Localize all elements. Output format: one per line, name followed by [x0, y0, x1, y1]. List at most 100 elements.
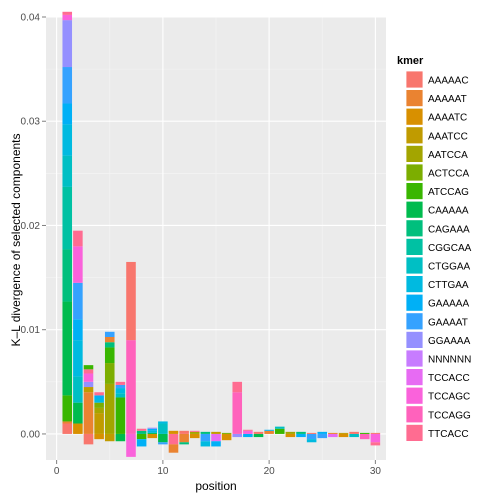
- bar-segment-aaaaac-pos-24: [306, 432, 317, 434]
- legend-key-gaaaaa: [405, 293, 424, 312]
- bar-segment-aatcca-pos-5: [104, 383, 115, 434]
- legend-key-aaatcc: [405, 126, 424, 145]
- bar-segment-ttcacc-pos-18: [243, 429, 253, 431]
- bar-segment-tccagc-pos-3: [83, 373, 94, 382]
- bar-segment-gaaaaa-pos-9: [147, 428, 158, 431]
- bar-segment-gaaaat-pos-24: [306, 433, 317, 440]
- legend-label-cttgaa: CTTGAA: [428, 280, 469, 291]
- bar-segment-aatcca-pos-13: [189, 431, 200, 434]
- bar-segment-atccag-pos-5: [104, 347, 115, 364]
- bar-segment-ttcacc-pos-6: [115, 381, 126, 385]
- legend-label-cagaaa: CAGAAA: [428, 224, 470, 235]
- bar-segment-gaaaat-pos-25: [317, 433, 328, 439]
- bar-segment-ttcacc-pos-2: [73, 230, 83, 247]
- bar-segment-gaaaat-pos-14: [200, 433, 211, 442]
- legend-title: kmer: [397, 55, 424, 67]
- bar-segment-aaaatc-pos-16: [221, 433, 232, 441]
- bar-segment-aaatcc-pos-3: [83, 387, 94, 393]
- bar-segment-actcca-pos-5: [104, 363, 115, 384]
- y-axis-ticks: 0.00 0.01 0.02 0.03 0.04: [21, 13, 46, 440]
- bar-segment-atccag-pos-8: [136, 433, 147, 440]
- bar-segment-gaaaaa-pos-2: [73, 319, 83, 341]
- bar-segment-ctggaa-pos-2: [73, 376, 83, 403]
- bar-segment-aaaaat-pos-12: [179, 433, 189, 443]
- bar-segment-aaaaat-pos-11: [168, 444, 179, 453]
- bar-segment-gaaaaa-pos-8: [136, 439, 147, 447]
- bar-segment-aaaaat-pos-3: [83, 392, 94, 434]
- bar-segment-tccagc-pos-2: [73, 246, 83, 283]
- bar-segment-ggaaaa-pos-1: [62, 20, 73, 68]
- bar-segment-cagaaa-pos-1: [62, 249, 73, 302]
- bar-segment-cagaaa-pos-23: [296, 431, 306, 434]
- x-tick-label: 30: [370, 466, 382, 477]
- bar-segment-atccag-pos-21: [274, 428, 285, 434]
- bar-segment-ctggaa-pos-28: [349, 433, 359, 438]
- bar-segment-caaaaa-pos-19: [253, 433, 264, 438]
- y-tick-label: 0.04: [21, 13, 41, 24]
- legend-key-aatcca: [405, 144, 424, 163]
- x-tick-label: 20: [264, 466, 276, 477]
- bar-segment-tccacc-pos-15: [211, 433, 221, 442]
- legend-label-aaaaac: AAAAAC: [428, 76, 469, 87]
- y-tick-label: 0.01: [21, 325, 41, 336]
- bar-segment-cttgaa-pos-9: [147, 430, 158, 433]
- bar-segment-aaaaac-pos-28: [349, 431, 359, 434]
- bar-segment-aaaaac-pos-19: [253, 431, 264, 434]
- legend-label-gaaaat: GAAAAT: [428, 317, 468, 328]
- bar-segment-cagaaa-pos-5: [104, 342, 115, 348]
- bar-segment-aatcca-pos-4: [94, 407, 104, 414]
- bar-segment-cagaaa-pos-8: [136, 430, 147, 434]
- legend-label-atccag: ATCCAG: [428, 187, 469, 198]
- bar-segment-aaaatc-pos-27: [338, 433, 349, 438]
- bar-segment-cttgaa-pos-10: [158, 421, 168, 424]
- bar-segment-gaaaaa-pos-23: [296, 433, 306, 438]
- legend-key-ttcacc: [405, 423, 424, 442]
- legend-label-caaaaa: CAAAAA: [428, 206, 469, 217]
- y-axis-title: K–L divergence of selected components: [9, 133, 23, 346]
- bar-segment-aaatcc-pos-27: [338, 432, 349, 434]
- legend-label-nnnnnn: NNNNNN: [428, 355, 471, 366]
- x-tick-label: 0: [54, 466, 60, 477]
- legend-key-tccagc: [405, 386, 424, 405]
- bar-segment-tccagc-pos-7: [126, 433, 136, 457]
- legend-key-ctggaa: [405, 256, 424, 275]
- bar-segment-gaaaaa-pos-4: [94, 395, 104, 399]
- bar-segment-gaaaat-pos-1: [62, 67, 73, 104]
- bar-segment-aaatcc-pos-4: [94, 413, 104, 434]
- legend-key-caaaaa: [405, 200, 424, 219]
- bar-segment-ttcacc-pos-3: [83, 369, 94, 374]
- bar-segment-ggaaaa-pos-9: [147, 427, 158, 429]
- bar-segment-atccag-pos-29: [359, 432, 370, 434]
- bar-segment-gaaaat-pos-6: [115, 384, 126, 389]
- bar-segment-tccagc-pos-1: [62, 14, 73, 21]
- bar-segment-tccacc-pos-26: [328, 433, 338, 438]
- bar-segment-tccagg-pos-29: [359, 433, 370, 440]
- bar-segment-tccagg-pos-7: [126, 340, 136, 434]
- bar-segment-atccag-pos-3: [83, 365, 94, 370]
- x-axis-ticks: 0 10 20 30: [54, 460, 382, 477]
- bar-segment-gaaaat-pos-10: [158, 442, 168, 445]
- bar-segment-aaaaat-pos-20: [264, 430, 274, 434]
- bar-segment-cttgaa-pos-2: [73, 340, 83, 377]
- bar-segment-aaaaac-pos-30: [370, 432, 381, 434]
- bar-segment-gaaaaa-pos-20: [264, 429, 274, 431]
- legend-label-aaatcc: AAATCC: [428, 131, 468, 142]
- bar-segment-caaaaa-pos-2: [73, 402, 83, 424]
- bar-segment-atccag-pos-1: [62, 395, 73, 422]
- bar-segment-ctggaa-pos-6: [115, 393, 126, 398]
- legend-label-ctggaa: CTGGAA: [428, 262, 471, 273]
- x-tick-label: 10: [157, 466, 169, 477]
- legend-label-aaaaat: AAAAAT: [428, 94, 467, 105]
- legend-label-aaaatc: AAAATC: [428, 113, 467, 124]
- legend-label-actcca: ACTCCA: [428, 169, 469, 180]
- bar-segment-aaatcc-pos-5: [104, 433, 115, 442]
- bar-segment-ttcacc-pos-13: [189, 430, 200, 432]
- bar-segment-aaaaat-pos-26: [328, 432, 338, 434]
- bar-segment-aaatcc-pos-15: [211, 431, 221, 434]
- bar-segment-aaaatc-pos-4: [94, 433, 104, 440]
- bar-segment-tccagc-pos-30: [370, 433, 381, 443]
- legend-label-ggaaaa: GGAAAA: [428, 336, 471, 347]
- bar-segment-cttgaa-pos-6: [115, 388, 126, 394]
- legend-key-cggcaa: [405, 237, 424, 256]
